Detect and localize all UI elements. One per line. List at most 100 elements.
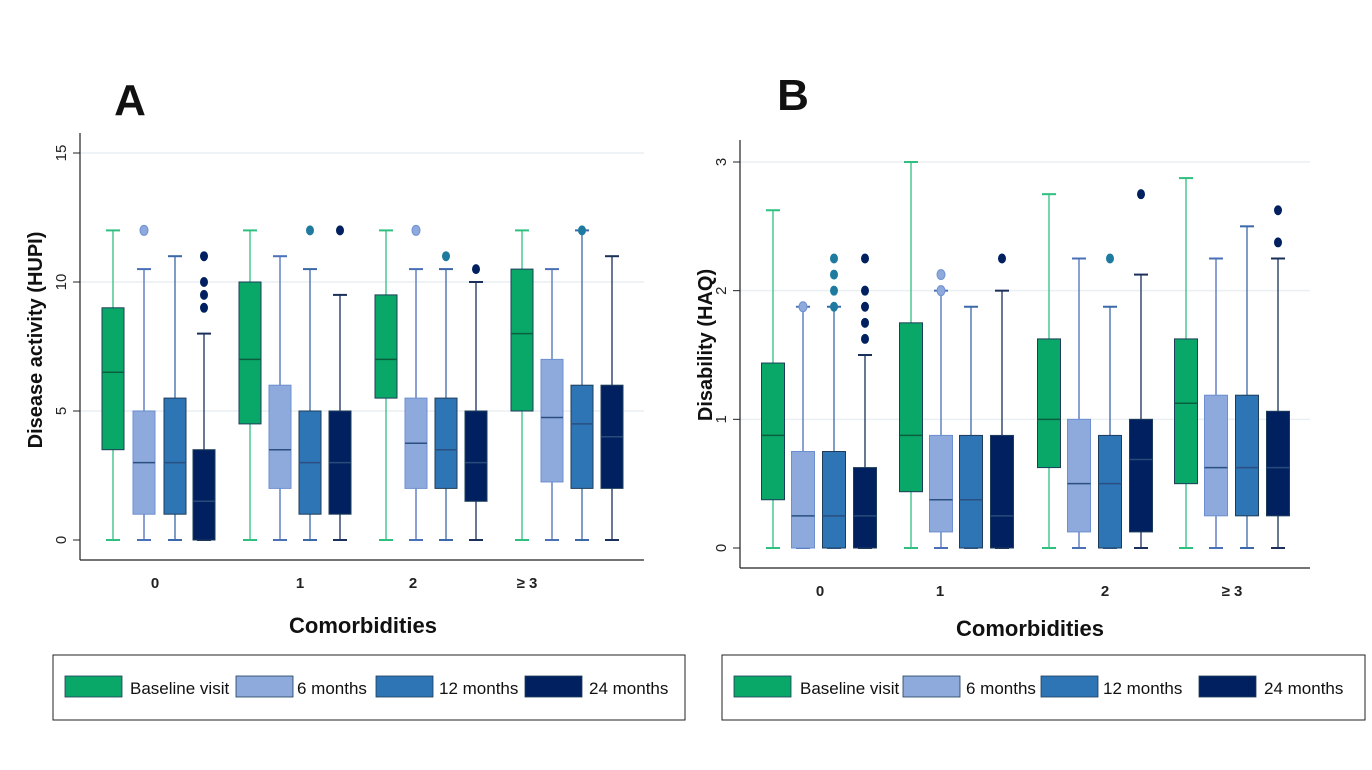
box-2-0	[163, 255, 187, 541]
x-axis-title: Comorbidities	[289, 613, 437, 638]
legend-label: 24 months	[1264, 679, 1343, 698]
box-0-1	[899, 161, 923, 549]
box-iqr	[1037, 338, 1061, 469]
legend-swatch	[733, 675, 792, 698]
panel-label: B	[777, 71, 809, 120]
box-1-0	[791, 301, 815, 549]
box-0-0	[761, 209, 785, 549]
y-tick-label: 15	[53, 145, 70, 162]
box-3-3	[1266, 205, 1290, 549]
box-iqr	[761, 362, 785, 501]
x-category-label: 2	[409, 575, 417, 592]
legend-label: Baseline visit	[800, 679, 899, 698]
box-iqr	[1235, 394, 1259, 517]
box-3-0	[192, 251, 216, 541]
legend: Baseline visit 6 months 12 months 24 months	[721, 654, 1366, 721]
y-tick-label: 3	[713, 158, 730, 166]
box-0-3	[510, 229, 534, 541]
box-iqr	[192, 449, 216, 541]
box-iqr	[540, 358, 564, 483]
box-0-2	[374, 229, 398, 541]
outlier-point	[798, 301, 808, 313]
box-iqr	[1067, 418, 1091, 533]
y-tick-label: 0	[53, 536, 70, 544]
outlier-point	[861, 317, 869, 328]
box-2-1	[959, 305, 983, 549]
outlier-point	[139, 224, 149, 236]
outlier-point	[1274, 237, 1282, 248]
outlier-point	[830, 285, 838, 296]
box-2-2	[1098, 253, 1122, 549]
y-tick-label: 10	[53, 274, 70, 291]
legend: Baseline visit 6 months 12 months 24 months	[52, 654, 686, 721]
outlier-point	[1106, 253, 1114, 264]
outlier-point	[936, 285, 946, 297]
legend-label: 6 months	[966, 679, 1036, 698]
box-iqr	[1204, 394, 1228, 517]
outlier-point	[472, 264, 480, 275]
outlier-point	[861, 285, 869, 296]
outlier-point	[442, 251, 450, 262]
box-iqr	[101, 307, 125, 451]
box-iqr	[163, 397, 187, 515]
box-iqr	[1098, 434, 1122, 549]
box-2-2	[434, 251, 458, 541]
legend-label: 12 months	[1103, 679, 1182, 698]
legend-label: Baseline visit	[130, 679, 229, 698]
legend-label: 6 months	[297, 679, 367, 698]
box-0-0	[101, 229, 125, 541]
legend-swatch	[375, 675, 434, 698]
x-category-label: 2	[1101, 583, 1109, 600]
box-1-1	[929, 269, 953, 549]
x-category-label: 1	[296, 575, 304, 592]
y-tick-label: 2	[713, 286, 730, 294]
legend-swatch	[524, 675, 583, 698]
outlier-point	[200, 302, 208, 313]
outlier-point	[411, 224, 421, 236]
legend-swatch	[235, 675, 294, 698]
outlier-point	[578, 225, 586, 236]
box-iqr	[853, 467, 877, 549]
outlier-point	[1274, 205, 1282, 216]
x-category-label: 0	[816, 583, 824, 600]
x-axis-title: Comorbidities	[956, 616, 1104, 641]
box-1-2	[1067, 257, 1091, 549]
outlier-point	[200, 289, 208, 300]
y-tick-label: 1	[713, 415, 730, 423]
outlier-point	[830, 253, 838, 264]
box-iqr	[570, 384, 594, 489]
box-3-1	[328, 225, 352, 541]
box-iqr	[899, 322, 923, 493]
outlier-point	[861, 333, 869, 344]
box-iqr	[959, 434, 983, 549]
outlier-point	[830, 269, 838, 280]
box-2-0	[822, 253, 846, 549]
outlier-point	[936, 269, 946, 281]
box-iqr	[374, 294, 398, 399]
box-3-2	[1129, 189, 1153, 549]
y-axis-title: Disability (HAQ)	[695, 269, 717, 421]
box-0-3	[1174, 177, 1198, 549]
x-category-label: ≥ 3	[1222, 583, 1243, 600]
box-iqr	[929, 434, 953, 533]
y-axis-title: Disease activity (HUPI)	[25, 232, 47, 449]
legend-label: 12 months	[439, 679, 518, 698]
box-3-1	[990, 253, 1014, 549]
legend-label: 24 months	[589, 679, 668, 698]
box-1-0	[132, 224, 156, 541]
box-iqr	[1129, 418, 1153, 533]
box-iqr	[822, 451, 846, 549]
panel-b: B 0 1 2 3 Disability (HAQ) Comorbidities 0 1 2 ≥ 3…	[695, 71, 1366, 721]
outlier-point	[200, 277, 208, 287]
outlier-point	[861, 253, 869, 264]
box-3-3	[600, 255, 624, 541]
box-0-2	[1037, 193, 1061, 549]
box-1-2	[404, 224, 428, 541]
box-iqr	[268, 384, 292, 489]
box-iqr	[464, 410, 488, 502]
box-iqr	[510, 268, 534, 412]
outlier-point	[306, 225, 314, 236]
legend-swatch	[902, 675, 961, 698]
